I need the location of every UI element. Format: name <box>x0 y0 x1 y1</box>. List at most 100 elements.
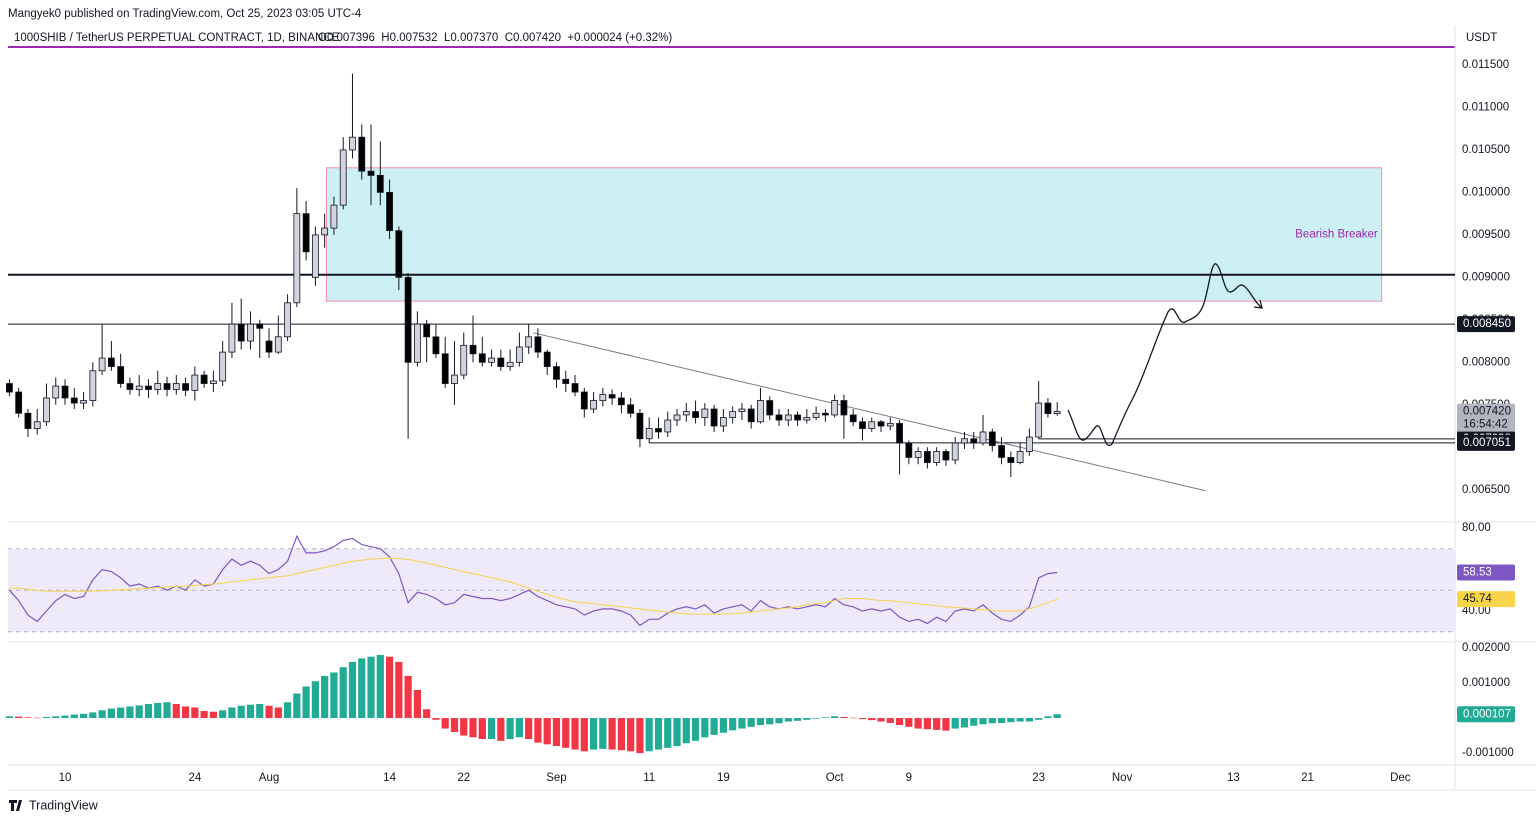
histogram-bar <box>515 718 523 738</box>
candle-body <box>608 394 616 399</box>
candle-body <box>423 323 431 338</box>
candle-body <box>1016 451 1024 463</box>
published-line: Mangyek0 published on TradingView.com, O… <box>8 8 362 20</box>
last-price-bg <box>1457 403 1515 432</box>
histogram-bar <box>441 718 449 729</box>
candle-body <box>905 442 913 458</box>
candle-body <box>710 408 718 427</box>
histogram-bar <box>988 718 996 724</box>
candle-body <box>1007 457 1015 463</box>
histogram-bar <box>682 718 690 744</box>
candle-body <box>117 366 125 384</box>
histogram-bar <box>246 704 255 719</box>
histogram-bar <box>117 707 125 719</box>
candle-body <box>200 374 208 384</box>
histogram-bar <box>191 707 199 719</box>
price-badge-text: 0.007051 <box>1463 437 1511 449</box>
histogram-bar <box>664 718 672 748</box>
histogram-bar <box>821 717 829 719</box>
histogram-bar <box>766 718 774 725</box>
candle-body <box>70 397 78 404</box>
histogram-bar <box>33 717 41 719</box>
candle-body <box>126 383 134 390</box>
candle-body <box>98 357 106 372</box>
candle-body <box>460 344 468 376</box>
histogram-bar <box>52 716 60 719</box>
candle-body <box>80 400 87 404</box>
candle-body <box>747 408 755 423</box>
zone-label: Bearish Breaker <box>1295 228 1378 240</box>
candle-body <box>247 323 254 342</box>
price-badge-bg <box>1457 316 1515 333</box>
y-tick-label: 0.001000 <box>1462 677 1510 689</box>
candle-body <box>172 383 180 390</box>
candle-body <box>89 370 97 401</box>
histogram-bar <box>923 718 931 730</box>
histogram-bar <box>469 718 477 738</box>
y-tick-label: 0.006500 <box>1462 484 1510 496</box>
value-badge: 45.74 <box>1457 591 1515 608</box>
value-badge: 58.53 <box>1457 564 1515 581</box>
candle-body <box>664 419 672 433</box>
candle-body <box>821 412 829 416</box>
candle-body <box>33 421 41 429</box>
candle-body <box>321 227 329 236</box>
histogram-bar <box>960 718 969 728</box>
candle-body <box>525 336 533 348</box>
candle-body <box>627 404 635 414</box>
value-badge-bg <box>1457 591 1515 608</box>
histogram-bar <box>228 707 236 719</box>
value-badge-text: 0.000107 <box>1463 708 1511 720</box>
candle-body <box>580 391 588 410</box>
histogram-bar <box>552 718 561 747</box>
histogram-bar <box>1007 718 1015 723</box>
candle-body <box>701 408 709 418</box>
value-badge-text: 58.53 <box>1463 567 1492 579</box>
candle-body <box>1053 411 1061 415</box>
candle-body <box>886 423 894 427</box>
histogram-bar <box>812 718 820 719</box>
candle-body <box>543 351 551 367</box>
candle-body <box>52 385 60 399</box>
histogram-bar <box>775 718 783 724</box>
histogram-bar <box>877 718 885 722</box>
histogram-bar <box>107 708 115 719</box>
candle-body <box>590 400 597 410</box>
candle-body <box>636 412 644 440</box>
candle-body <box>497 357 505 367</box>
candle-body <box>757 400 764 423</box>
x-tick-label: 9 <box>906 772 912 784</box>
trendline <box>533 332 1206 492</box>
candle-body <box>979 431 987 444</box>
y-tick-label: 0.011500 <box>1462 59 1509 71</box>
candle-body <box>896 423 903 444</box>
candle-body <box>219 351 227 382</box>
y-tick-label: -0.001000 <box>1462 747 1514 759</box>
histogram-bar <box>61 715 69 719</box>
candle-body <box>812 412 820 418</box>
histogram-bar <box>506 718 514 740</box>
histogram-bar <box>525 718 533 740</box>
x-tick-label: 13 <box>1227 772 1240 784</box>
candle-body <box>5 383 13 393</box>
histogram-bar <box>562 718 570 748</box>
series-line <box>8 534 1058 627</box>
candle-body <box>61 385 69 399</box>
candle-body <box>24 412 32 429</box>
x-tick-label: Aug <box>259 772 279 784</box>
x-tick-label: 24 <box>188 772 201 784</box>
histogram-bar <box>348 661 357 719</box>
candle-body <box>645 428 653 440</box>
x-tick-label: Oct <box>826 772 845 784</box>
histogram-bar <box>163 702 171 719</box>
footer-logo: TradingView <box>9 798 99 812</box>
candle-body <box>506 361 514 367</box>
histogram-bar <box>423 709 431 719</box>
candle-body <box>432 336 440 355</box>
histogram-bar <box>42 716 51 719</box>
histogram-bar <box>1053 714 1061 719</box>
candle-body <box>339 149 347 206</box>
histogram-bar <box>793 718 802 721</box>
candle-body <box>191 374 199 391</box>
